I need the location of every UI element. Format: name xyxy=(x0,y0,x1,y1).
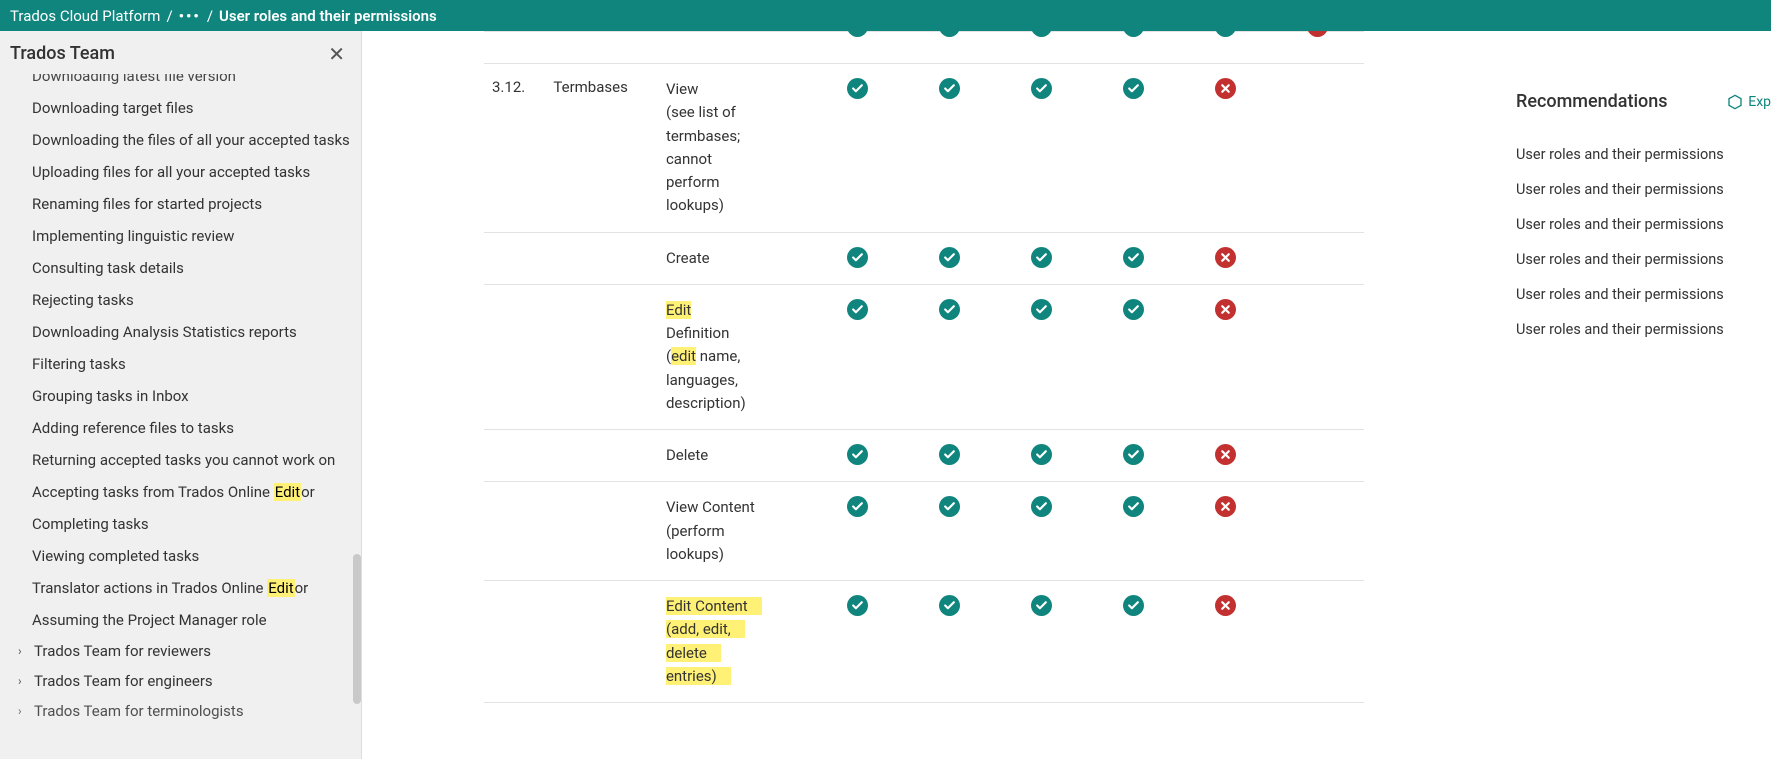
check-icon xyxy=(847,595,868,616)
sidebar-title: Trados Team xyxy=(10,43,115,64)
sidebar-list[interactable]: Downloading latest file versionDownloadi… xyxy=(0,74,361,759)
crumb-sep: / xyxy=(207,7,213,25)
cross-icon xyxy=(1215,444,1236,465)
check-icon xyxy=(847,444,868,465)
permissions-table: 3.12.TermbasesView(see list oftermbases;… xyxy=(484,31,1364,703)
crumb-ellipsis[interactable]: ••• xyxy=(179,7,201,25)
section-name: Termbases xyxy=(545,64,658,233)
check-icon xyxy=(847,247,868,268)
toc-item[interactable]: Downloading Analysis Statistics reports xyxy=(0,316,361,348)
toc-group[interactable]: ›Trados Team for engineers xyxy=(0,666,361,696)
check-icon xyxy=(939,444,960,465)
check-icon xyxy=(939,31,960,37)
check-icon xyxy=(1031,247,1052,268)
toc-item[interactable]: Rejecting tasks xyxy=(0,284,361,316)
table-row: Create xyxy=(484,232,1364,284)
action-cell: Create xyxy=(658,232,811,284)
recommendation-link[interactable]: User roles and their permissions xyxy=(1516,277,1771,312)
check-icon xyxy=(939,78,960,99)
check-icon xyxy=(847,496,868,517)
toc-item[interactable]: Filtering tasks xyxy=(0,348,361,380)
crumb-root[interactable]: Trados Cloud Platform xyxy=(10,7,160,25)
check-icon xyxy=(1215,31,1236,37)
action-cell: View Content(performlookups) xyxy=(658,482,811,581)
recommendations-title: Recommendations xyxy=(1516,91,1668,112)
toc-item[interactable]: Accepting tasks from Trados Online Edito… xyxy=(0,476,361,508)
check-icon xyxy=(1123,299,1144,320)
toc-item[interactable]: Downloading target files xyxy=(0,92,361,124)
check-icon xyxy=(1123,444,1144,465)
toc-item[interactable]: Downloading latest file version xyxy=(0,74,361,92)
table-row xyxy=(484,31,1364,48)
toc-item[interactable]: Downloading the files of all your accept… xyxy=(0,124,361,156)
recommendation-link[interactable]: User roles and their permissions xyxy=(1516,137,1771,172)
check-icon xyxy=(847,31,868,37)
check-icon xyxy=(847,299,868,320)
close-icon[interactable]: ✕ xyxy=(328,44,345,64)
check-icon xyxy=(1031,595,1052,616)
cross-icon xyxy=(1215,595,1236,616)
recommendation-link[interactable]: User roles and their permissions xyxy=(1516,242,1771,277)
toc-group[interactable]: ›Trados Team for reviewers xyxy=(0,636,361,666)
toc-group[interactable]: ›Trados Team for terminologists xyxy=(0,696,361,726)
chevron-right-icon: › xyxy=(18,704,30,718)
chevron-right-icon: › xyxy=(18,644,30,658)
table-row: EditDefinition(edit name,languages,descr… xyxy=(484,284,1364,429)
scrollbar-thumb[interactable] xyxy=(353,554,361,704)
check-icon xyxy=(1123,496,1144,517)
crumb-sep: / xyxy=(166,7,172,25)
toc-item[interactable]: Completing tasks xyxy=(0,508,361,540)
cross-icon xyxy=(1215,496,1236,517)
check-icon xyxy=(1031,496,1052,517)
check-icon xyxy=(939,299,960,320)
chevron-right-icon: › xyxy=(18,674,30,688)
check-icon xyxy=(1031,78,1052,99)
toc-item[interactable]: Viewing completed tasks xyxy=(0,540,361,572)
cross-icon xyxy=(1307,31,1328,37)
check-icon xyxy=(1031,299,1052,320)
action-cell: Edit Content (add, edit, delete entries) xyxy=(658,581,811,703)
recommendation-link[interactable]: User roles and their permissions xyxy=(1516,207,1771,242)
check-icon xyxy=(1123,31,1144,37)
toc-item[interactable]: Translator actions in Trados Online Edit… xyxy=(0,572,361,604)
toc-item[interactable]: Implementing linguistic review xyxy=(0,220,361,252)
crumb-current[interactable]: User roles and their permissions xyxy=(219,7,437,25)
check-icon xyxy=(1123,595,1144,616)
toc-item[interactable]: Assuming the Project Manager role xyxy=(0,604,361,636)
action-cell: Delete xyxy=(658,430,811,482)
action-cell: View(see list oftermbases;cannotperforml… xyxy=(658,64,811,233)
table-row: Edit Content (add, edit, delete entries) xyxy=(484,581,1364,703)
cross-icon xyxy=(1215,299,1236,320)
toc-item[interactable]: Returning accepted tasks you cannot work… xyxy=(0,444,361,476)
check-icon xyxy=(1123,247,1144,268)
toc-item[interactable]: Adding reference files to tasks xyxy=(0,412,361,444)
cross-icon xyxy=(1215,78,1236,99)
cross-icon xyxy=(1215,247,1236,268)
check-icon xyxy=(939,496,960,517)
sidebar: Trados Team ✕ Downloading latest file ve… xyxy=(0,31,362,759)
check-icon xyxy=(847,78,868,99)
table-row: Delete xyxy=(484,430,1364,482)
main-content: 3.12.TermbasesView(see list oftermbases;… xyxy=(362,31,1486,759)
check-icon xyxy=(1031,31,1052,37)
breadcrumb-bar: Trados Cloud Platform / ••• / User roles… xyxy=(0,0,1771,31)
expand-label: Exp xyxy=(1748,94,1771,110)
hexagon-icon xyxy=(1727,94,1743,110)
table-row: View Content(performlookups) xyxy=(484,482,1364,581)
check-icon xyxy=(939,247,960,268)
toc-item[interactable]: Uploading files for all your accepted ta… xyxy=(0,156,361,188)
recommendation-link[interactable]: User roles and their permissions xyxy=(1516,312,1771,347)
check-icon xyxy=(939,595,960,616)
check-icon xyxy=(1031,444,1052,465)
recommendations-panel: Recommendations Exp User roles and their… xyxy=(1486,31,1771,759)
toc-item[interactable]: Grouping tasks in Inbox xyxy=(0,380,361,412)
section-number: 3.12. xyxy=(484,64,545,233)
check-icon xyxy=(1123,78,1144,99)
action-cell: EditDefinition(edit name,languages,descr… xyxy=(658,284,811,429)
toc-item[interactable]: Renaming files for started projects xyxy=(0,188,361,220)
expand-button[interactable]: Exp xyxy=(1727,94,1771,110)
toc-item[interactable]: Consulting task details xyxy=(0,252,361,284)
recommendation-link[interactable]: User roles and their permissions xyxy=(1516,172,1771,207)
table-row: 3.12.TermbasesView(see list oftermbases;… xyxy=(484,64,1364,233)
